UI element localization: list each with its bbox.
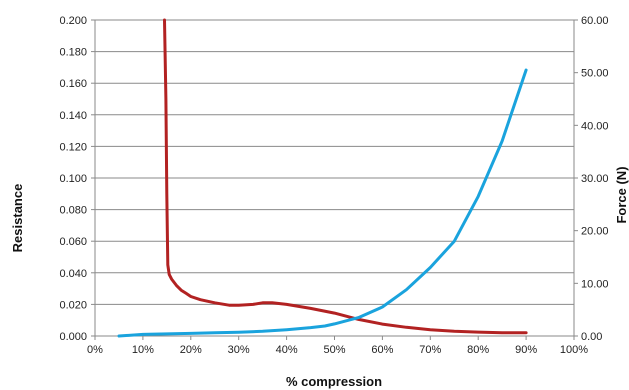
x-tick-label: 50% (323, 344, 345, 356)
right-tick-label: 60.00 (581, 15, 609, 27)
right-tick-label: 30.00 (581, 173, 609, 185)
left-tick-label: 0.060 (59, 236, 87, 248)
left-tick-label: 0.020 (59, 299, 87, 311)
left-tick-label: 0.000 (59, 331, 87, 343)
left-tick-label: 0.160 (59, 78, 87, 90)
right-tick-label: 10.00 (581, 278, 609, 290)
x-tick-label: 20% (180, 344, 202, 356)
resistance-series-line (163, 18, 528, 335)
left-tick-label: 0.140 (59, 110, 87, 122)
x-tick-label: 90% (515, 344, 537, 356)
left-tick-label: 0.080 (59, 205, 87, 217)
series-lines (117, 18, 528, 338)
x-axis-ticks: 0% 10% 20% 30% 40% 50% 60% 70% 80% 90% 100% (87, 336, 588, 356)
right-tick-label: 40.00 (581, 120, 609, 132)
left-axis-title: Resistance (10, 184, 25, 253)
left-axis-ticks: 0.000 0.020 0.040 0.060 0.080 0.100 0.120 0.140… (59, 15, 95, 343)
right-axis-ticks: 0.00 10.00 20.00 30.00 40.00 50.00 60.00 (574, 15, 609, 343)
left-tick-label: 0.040 (59, 268, 87, 280)
right-tick-label: 20.00 (581, 226, 609, 238)
x-tick-label: 70% (419, 344, 441, 356)
x-tick-label: 10% (132, 344, 154, 356)
x-tick-label: 30% (228, 344, 250, 356)
force-series-line (117, 68, 528, 338)
x-tick-label: 80% (467, 344, 489, 356)
x-tick-label: 60% (371, 344, 393, 356)
right-tick-label: 50.00 (581, 68, 609, 80)
x-tick-label: 0% (87, 344, 103, 356)
grid-lines (95, 19, 574, 305)
x-tick-label: 40% (276, 344, 298, 356)
x-axis-title: % compression (286, 374, 382, 389)
left-tick-label: 0.100 (59, 173, 87, 185)
x-tick-label: 100% (560, 344, 588, 356)
left-tick-label: 0.120 (59, 141, 87, 153)
left-tick-label: 0.180 (59, 47, 87, 59)
left-tick-label: 0.200 (59, 15, 87, 27)
right-tick-label: 0.00 (581, 331, 602, 343)
right-axis-title: Force (N) (614, 166, 629, 223)
